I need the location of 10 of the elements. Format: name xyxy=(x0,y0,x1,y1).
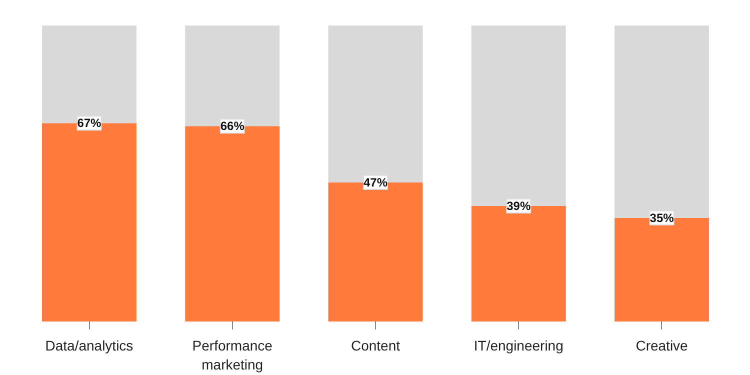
x-tick-label: Content xyxy=(350,338,400,354)
x-tick-label: IT/engineering xyxy=(474,338,564,354)
data-label: 47% xyxy=(363,175,388,190)
data-label: 39% xyxy=(506,199,531,214)
data-label: 35% xyxy=(650,210,674,225)
x-tick-label: Creative xyxy=(636,338,688,354)
x-tick-label: Performance marketing xyxy=(192,338,273,373)
data-label: 67% xyxy=(77,116,102,130)
x-tick-label: Data/analytics xyxy=(45,338,134,354)
data-label: 66% xyxy=(220,119,245,134)
